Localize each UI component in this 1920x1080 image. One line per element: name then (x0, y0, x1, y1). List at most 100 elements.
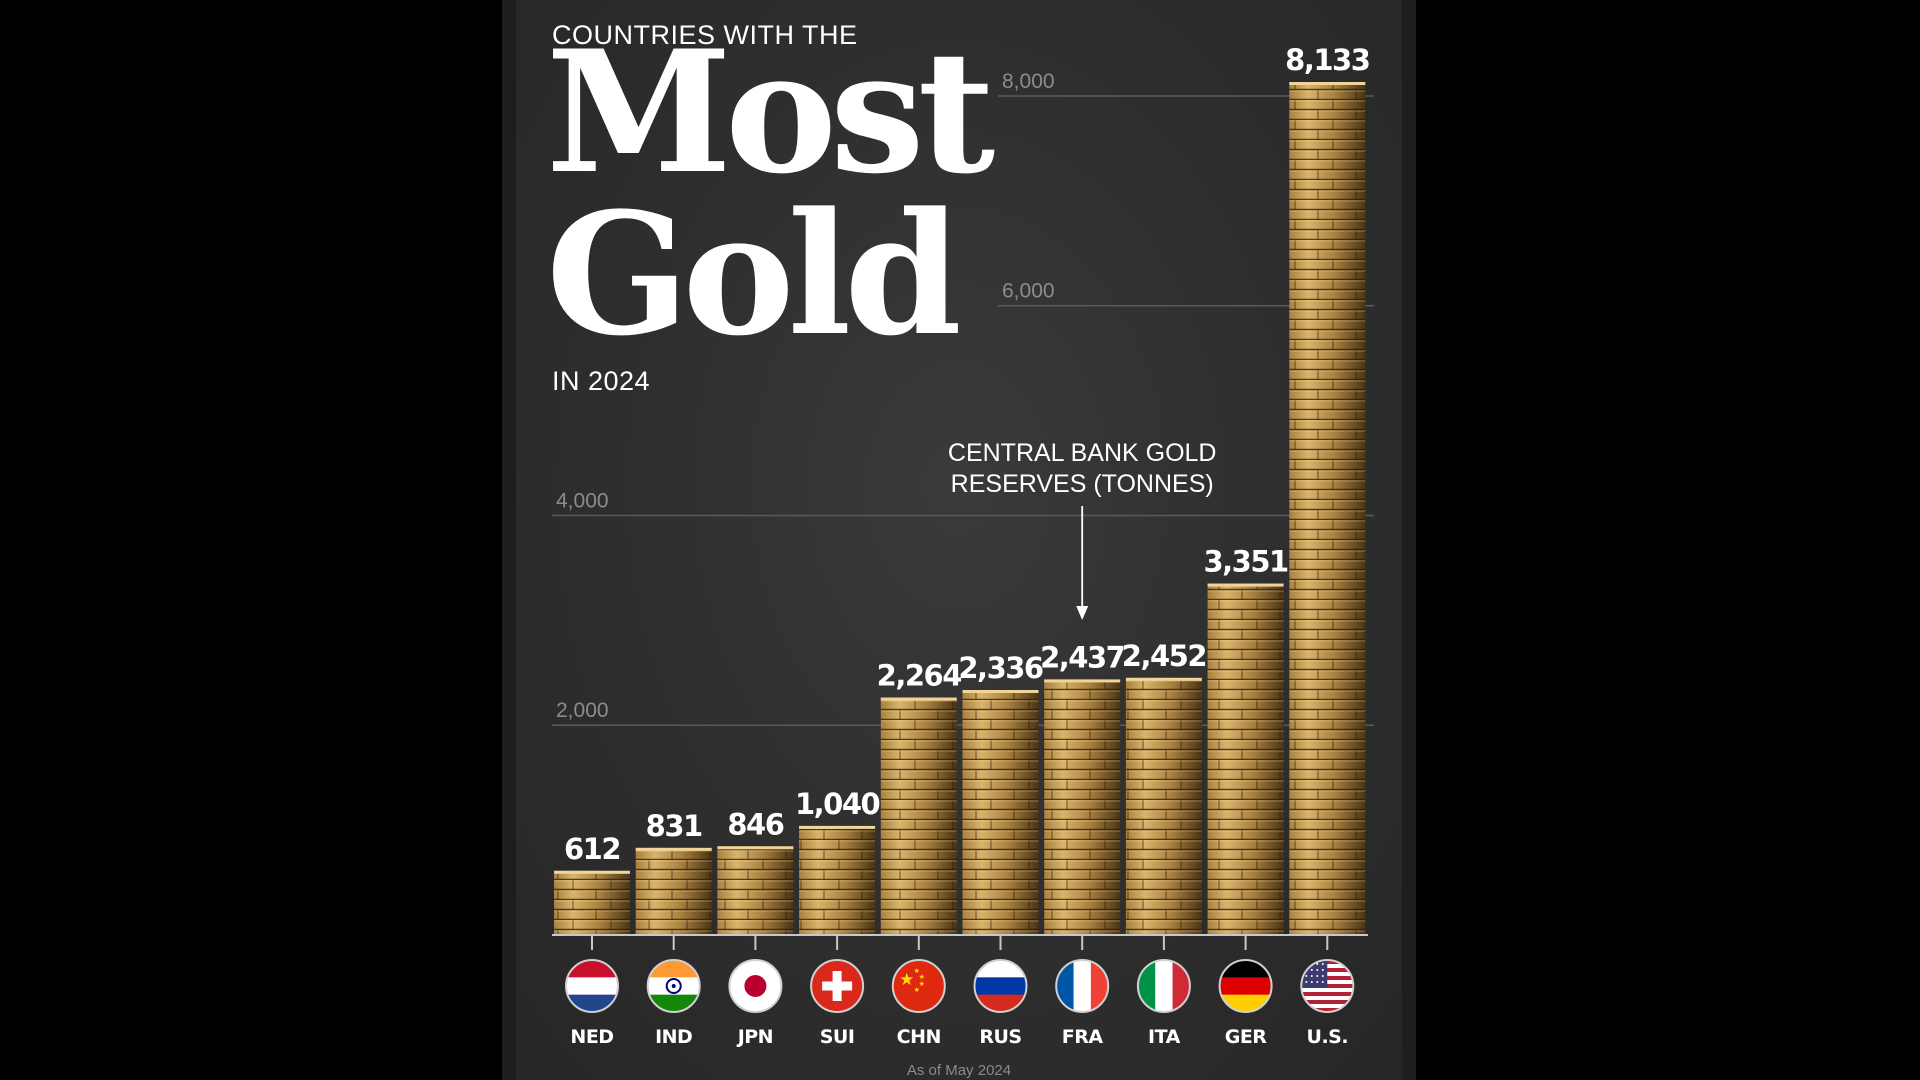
y-tick-label: 2,000 (556, 699, 609, 722)
gold-bar-top (880, 697, 957, 701)
title-line-gold: Gold (546, 175, 962, 373)
gold-bar-bricks (1044, 679, 1121, 935)
flag-stripe (1301, 980, 1354, 985)
flag-body (811, 960, 864, 1012)
star-icon (1310, 981, 1313, 983)
footnote: As of May 2024 (906, 1062, 1012, 1079)
gold-bar-bricks (717, 846, 794, 935)
star-icon (1305, 963, 1308, 965)
star-icon (1316, 975, 1319, 977)
category-label: IND (655, 1026, 692, 1048)
value-label: 612 (564, 832, 620, 866)
header-year-line: IN 2024 (552, 366, 651, 396)
flag-field (892, 960, 945, 1012)
france-flag (1055, 959, 1110, 1013)
star-icon: ★ (914, 986, 920, 994)
russia-flag (973, 959, 1028, 1013)
gold-bar-bricks (962, 689, 1039, 935)
star-icon (1316, 969, 1319, 971)
flag-stripe (1301, 972, 1354, 977)
gold-bar-bricks (1125, 677, 1202, 935)
flag-stripe (647, 960, 700, 978)
gold-bar-top (554, 870, 630, 874)
chakra-hub (671, 984, 676, 988)
star-icon (1321, 963, 1324, 965)
flag-stripe (1219, 977, 1272, 996)
y-tick-label: 6,000 (1002, 280, 1055, 303)
annotation-line-1: CENTRAL BANK GOLD (948, 439, 1217, 467)
value-label: 846 (727, 807, 783, 841)
category-label: GER (1225, 1026, 1268, 1048)
flag-rim (646, 959, 701, 1013)
value-label: 831 (646, 809, 702, 843)
india-flag (646, 959, 701, 1013)
flag-stripe (1301, 960, 1354, 965)
flag-stripe (974, 977, 1027, 996)
flag-stripe (1301, 976, 1354, 981)
flag-stripe (1301, 964, 1354, 969)
value-label: 2,452 (1122, 639, 1206, 673)
netherlands-flag (565, 959, 619, 1013)
flag-stripe (1301, 1000, 1354, 1005)
flag-rim (1300, 959, 1355, 1013)
italy-flag (1136, 959, 1191, 1013)
flag-stripe (1056, 960, 1075, 1012)
chakra-icon (665, 978, 682, 994)
gold-bar-top (1289, 82, 1366, 85)
star-icon (1321, 981, 1324, 983)
star-icon (1305, 981, 1308, 983)
flag-rim (728, 959, 783, 1013)
header-top-line: COUNTRIES WITH THE (552, 20, 858, 50)
star-icon: ★ (899, 970, 914, 990)
flag-stripe (566, 977, 618, 996)
annotation-arrow-head (1076, 606, 1089, 620)
flag-stripe (1219, 960, 1272, 978)
gold-bar-top (799, 825, 876, 829)
gold-bar-top (1207, 583, 1284, 587)
star-icon (1321, 969, 1324, 971)
category-label: U.S. (1307, 1026, 1349, 1048)
flag-body (729, 960, 782, 1012)
star-icon (1316, 963, 1319, 965)
star-icon (1310, 975, 1313, 977)
star-icon: ★ (919, 973, 925, 981)
gold-bar-top (1125, 677, 1202, 681)
flag-stripe (1301, 984, 1354, 989)
star-icon: ★ (919, 980, 925, 988)
value-label: 8,133 (1285, 43, 1369, 77)
category-label: FRA (1062, 1026, 1104, 1048)
category-label: NED (570, 1026, 613, 1048)
star-icon (1310, 969, 1313, 971)
gold-bar-top (635, 847, 712, 851)
category-label: SUI (820, 1026, 855, 1048)
flag-rim (810, 959, 865, 1013)
gold-bar-bricks (799, 825, 876, 935)
category-label: CHN (897, 1026, 941, 1048)
sun-disc-icon (744, 975, 767, 997)
y-tick-label: 8,000 (1002, 70, 1055, 93)
germany-flag (1218, 959, 1273, 1013)
flag-rim (565, 959, 619, 1013)
gold-bar-bricks (1207, 583, 1284, 935)
flag-stripe (974, 960, 1027, 978)
gold-bar-bricks (880, 697, 957, 935)
japan-flag (728, 959, 783, 1013)
category-label: ITA (1148, 1026, 1181, 1048)
title-line-most: Most (546, 13, 995, 211)
value-label: 1,040 (795, 787, 880, 821)
flag-stripe (566, 960, 618, 978)
gold-bar-bricks (554, 870, 630, 935)
infographic-panel: 2,000 4,000 6,000 8,000 612 831 846 1,040 2,264 2… (516, 0, 1402, 1080)
flag-rim (1055, 959, 1110, 1013)
usa-flag (1300, 959, 1355, 1013)
category-label: RUS (979, 1026, 1021, 1048)
gold-bar-bricks (1289, 82, 1366, 935)
switzerland-flag (810, 959, 865, 1013)
flag-stripe (1301, 992, 1354, 997)
gold-bar-bricks (635, 847, 712, 935)
cross-icon (822, 981, 853, 991)
flag-stripe (1301, 996, 1354, 1001)
star-icon (1321, 975, 1324, 977)
value-label: 2,264 (877, 659, 962, 693)
